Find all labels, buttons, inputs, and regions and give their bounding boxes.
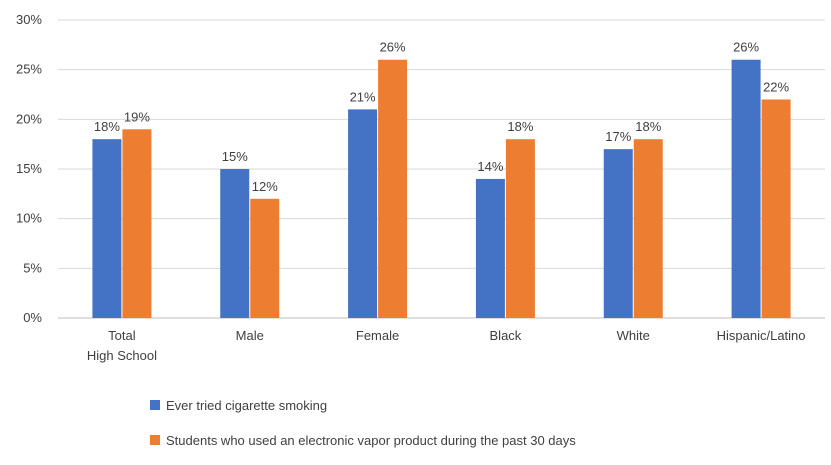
bar-1 xyxy=(348,109,378,319)
bar-1 xyxy=(731,59,761,318)
legend-item-series-2: Students who used an electronic vapor pr… xyxy=(150,430,576,450)
x-tick-label: Female xyxy=(356,328,399,343)
bar-1 xyxy=(220,169,250,318)
y-tick-label: 15% xyxy=(16,161,42,176)
chart: 0% 5% 10% 15% 20% 25% 30% 18% 19% Total High Schoo… xyxy=(16,12,825,448)
bar-chart: 0% 5% 10% 15% 20% 25% 30% 18% 19% Total High Schoo… xyxy=(16,12,825,363)
x-tick-label: Total High School xyxy=(87,328,157,363)
bar-1 xyxy=(603,149,633,318)
x-tick-label: White xyxy=(617,328,650,343)
data-label: 26% xyxy=(733,40,759,55)
bar-2 xyxy=(250,198,280,318)
bar-1 xyxy=(92,139,122,318)
legend-item-series-1: Ever tried cigarette smoking xyxy=(150,395,576,415)
x-tick-label: Hispanic/Latino xyxy=(717,328,806,343)
data-label: 18% xyxy=(94,119,120,134)
y-tick-label: 20% xyxy=(16,111,42,126)
data-label: 26% xyxy=(380,40,406,55)
data-label: 15% xyxy=(222,149,248,164)
data-label: 22% xyxy=(763,79,789,94)
y-tick-label: 25% xyxy=(16,62,42,77)
chart-legend: Ever tried cigarette smoking Students wh… xyxy=(150,395,576,465)
y-tick-label: 5% xyxy=(23,260,42,275)
data-label: 18% xyxy=(635,119,661,134)
y-tick-label: 10% xyxy=(16,211,42,226)
legend-swatch-blue xyxy=(150,400,160,410)
bar-2 xyxy=(505,139,535,318)
legend-label-series-2: Students who used an electronic vapor pr… xyxy=(166,432,576,448)
bar-2 xyxy=(633,139,663,318)
data-label: 21% xyxy=(350,89,376,104)
data-label: 17% xyxy=(605,129,631,144)
y-tick-label: 0% xyxy=(23,310,42,325)
legend-label-series-1: Ever tried cigarette smoking xyxy=(166,397,328,413)
bar-2 xyxy=(761,99,791,318)
data-label: 18% xyxy=(507,119,533,134)
legend-swatch-orange xyxy=(150,435,160,445)
bar-1 xyxy=(475,178,505,318)
x-tick-label: Male xyxy=(236,328,264,343)
y-tick-label: 30% xyxy=(16,12,42,27)
bar-2 xyxy=(378,59,408,318)
x-tick-label: Black xyxy=(490,328,522,343)
bar-2 xyxy=(122,129,152,318)
data-label: 14% xyxy=(477,159,503,174)
data-label: 19% xyxy=(124,109,150,124)
data-label: 12% xyxy=(252,179,278,194)
